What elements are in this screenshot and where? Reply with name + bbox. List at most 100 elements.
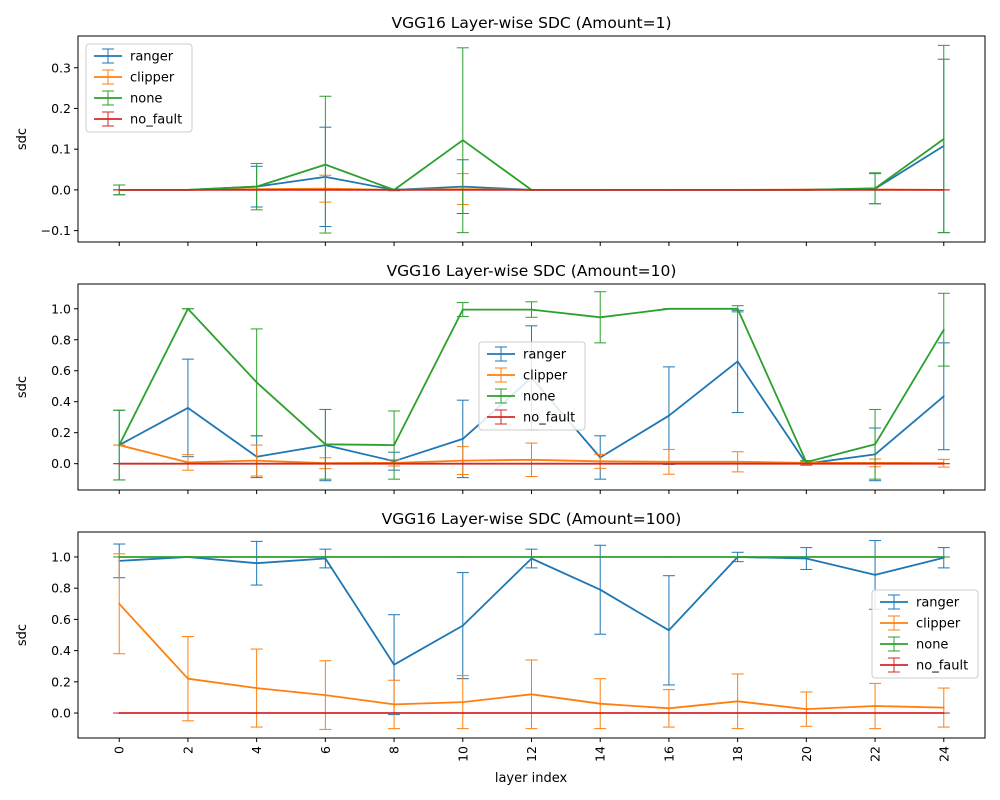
y-tick-label: 0.2: [51, 425, 71, 440]
data-point: [874, 462, 876, 465]
data-point: [118, 712, 121, 714]
data-point: [530, 556, 533, 558]
legend-item-no-fault: no_fault: [880, 657, 968, 674]
data-point: [599, 188, 602, 191]
data-point: [393, 663, 395, 666]
x-tick-label: 12: [524, 746, 539, 762]
legend-label: none: [916, 638, 948, 653]
legend-item-none: none: [94, 90, 162, 107]
data-point: [942, 462, 945, 465]
data-point: [805, 708, 808, 711]
data-point: [942, 138, 945, 140]
legend: ranger clipper none no_fault: [871, 589, 979, 679]
legend-label: clipper: [523, 369, 568, 384]
data-point: [736, 462, 739, 465]
legend: ranger clipper none no_fault: [85, 43, 193, 133]
y-tick-label: 0.2: [51, 101, 71, 116]
data-point: [255, 188, 258, 191]
data-point: [874, 712, 876, 714]
data-point: [461, 459, 464, 462]
legend-item-clipper: clipper: [880, 615, 961, 632]
legend-item-clipper: clipper: [487, 367, 568, 384]
data-point: [324, 694, 327, 696]
data-point: [393, 712, 395, 714]
data-point: [805, 556, 808, 558]
series-no-fault: [113, 462, 950, 465]
data-point: [736, 307, 739, 310]
data-point: [324, 163, 327, 166]
data-point: [874, 187, 876, 190]
data-point: [874, 188, 876, 191]
data-point: [324, 557, 327, 560]
x-tick-label: 6: [318, 746, 333, 754]
y-tick-label: 0.2: [51, 674, 71, 689]
data-point: [187, 407, 189, 409]
data-point: [874, 556, 876, 558]
data-point: [187, 462, 189, 465]
data-point: [668, 707, 670, 710]
series-no-fault: [113, 712, 950, 714]
x-tick-label: 24: [936, 746, 951, 762]
data-point: [805, 188, 808, 191]
data-point: [118, 444, 121, 446]
data-point: [324, 462, 327, 465]
data-point: [393, 444, 395, 446]
legend-box: [478, 341, 586, 431]
data-point: [255, 687, 258, 689]
data-point: [255, 562, 258, 565]
legend-item-ranger: ranger: [94, 48, 174, 65]
data-point: [736, 188, 739, 191]
legend-label: ranger: [916, 596, 960, 611]
data-point: [530, 458, 533, 461]
series-clipper: [113, 553, 950, 730]
data-point: [461, 437, 464, 440]
data-point: [255, 462, 258, 465]
data-point: [255, 556, 258, 558]
y-tick-label: 0.0: [51, 182, 71, 197]
data-point: [874, 705, 876, 707]
legend-label: ranger: [523, 348, 567, 363]
data-point: [668, 188, 670, 191]
data-point: [874, 443, 876, 446]
data-point: [255, 712, 258, 714]
data-point: [805, 712, 808, 714]
axes-frame: [77, 35, 986, 243]
series-none: [113, 556, 950, 558]
legend-item-ranger: ranger: [487, 346, 567, 363]
data-point: [530, 712, 533, 714]
series-no-fault: [113, 188, 950, 191]
legend-item-no-fault: no_fault: [487, 409, 575, 426]
y-tick-label: 0.6: [51, 363, 71, 378]
data-point: [255, 459, 258, 462]
data-point: [461, 139, 464, 142]
data-point: [942, 556, 945, 558]
y-tick-label: 0.8: [51, 581, 71, 596]
data-point: [461, 624, 464, 627]
chart-title: VGG16 Layer-wise SDC (Amount=10): [387, 262, 677, 280]
x-tick-label: 10: [455, 746, 470, 762]
data-point: [599, 556, 602, 558]
x-axis-label: layer index: [495, 771, 568, 786]
data-point: [942, 188, 945, 191]
data-point: [599, 460, 602, 463]
chart-panel-3: VGG16 Layer-wise SDC (Amount=100) sdc 0.0 0…: [15, 510, 986, 762]
x-tick-label: 14: [593, 746, 608, 762]
data-point: [461, 308, 464, 311]
data-point: [187, 188, 189, 191]
data-point: [393, 703, 395, 706]
data-point: [942, 395, 945, 398]
x-tick-label: 18: [730, 746, 745, 762]
data-point: [668, 307, 670, 310]
axes-frame: [77, 283, 986, 491]
data-point: [599, 316, 602, 319]
y-tick-label: 0.0: [51, 706, 71, 721]
y-tick-label: 0.3: [51, 60, 71, 75]
y-axis-label: sdc: [15, 624, 30, 646]
y-tick-label: 0.1: [51, 142, 71, 157]
legend-label: no_fault: [130, 113, 182, 128]
data-point: [187, 556, 189, 558]
legend-label: no_fault: [916, 659, 968, 674]
data-point: [736, 700, 739, 703]
data-point: [668, 462, 670, 465]
x-tick-label: 4: [249, 746, 264, 754]
